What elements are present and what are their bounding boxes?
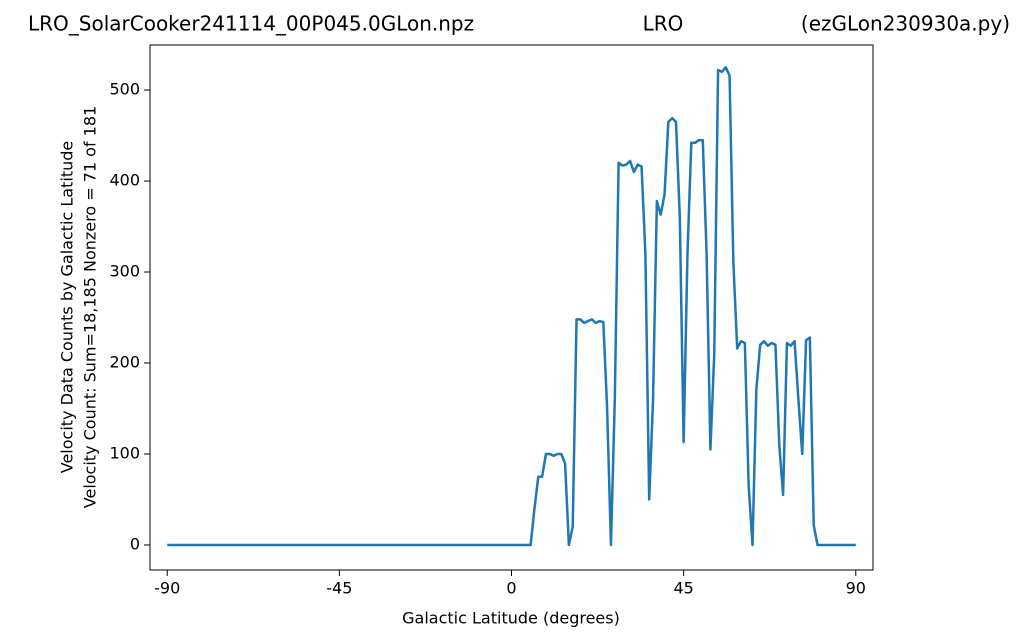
y-tick-label: 100 — [109, 443, 140, 462]
y-tick-label: 400 — [109, 171, 140, 190]
y-tick-label: 200 — [109, 353, 140, 372]
x-axis-label: Galactic Latitude (degrees) — [402, 609, 620, 628]
title-right: (ezGLon230930a.py) — [801, 12, 1010, 36]
x-tick-label: -90 — [154, 579, 180, 598]
y-tick-label: 500 — [109, 80, 140, 99]
plot-frame — [149, 44, 874, 571]
data-line — [167, 66, 856, 547]
x-tick-label: 90 — [846, 579, 866, 598]
x-tick-label: 0 — [506, 579, 516, 598]
x-tick-label: -45 — [326, 579, 352, 598]
y-tick-label: 300 — [109, 262, 140, 281]
x-tick-label: 45 — [673, 579, 693, 598]
y-axis-label: Velocity Count: Sum=18,185 Nonzero = 71 … — [81, 106, 100, 508]
y-tick-label: 0 — [130, 534, 140, 553]
y-axis-label: Velocity Data Counts by Galactic Latitud… — [58, 141, 77, 474]
title-center: LRO — [643, 12, 684, 36]
title-left: LRO_SolarCooker241114_00P045.0GLon.npz — [28, 12, 474, 36]
